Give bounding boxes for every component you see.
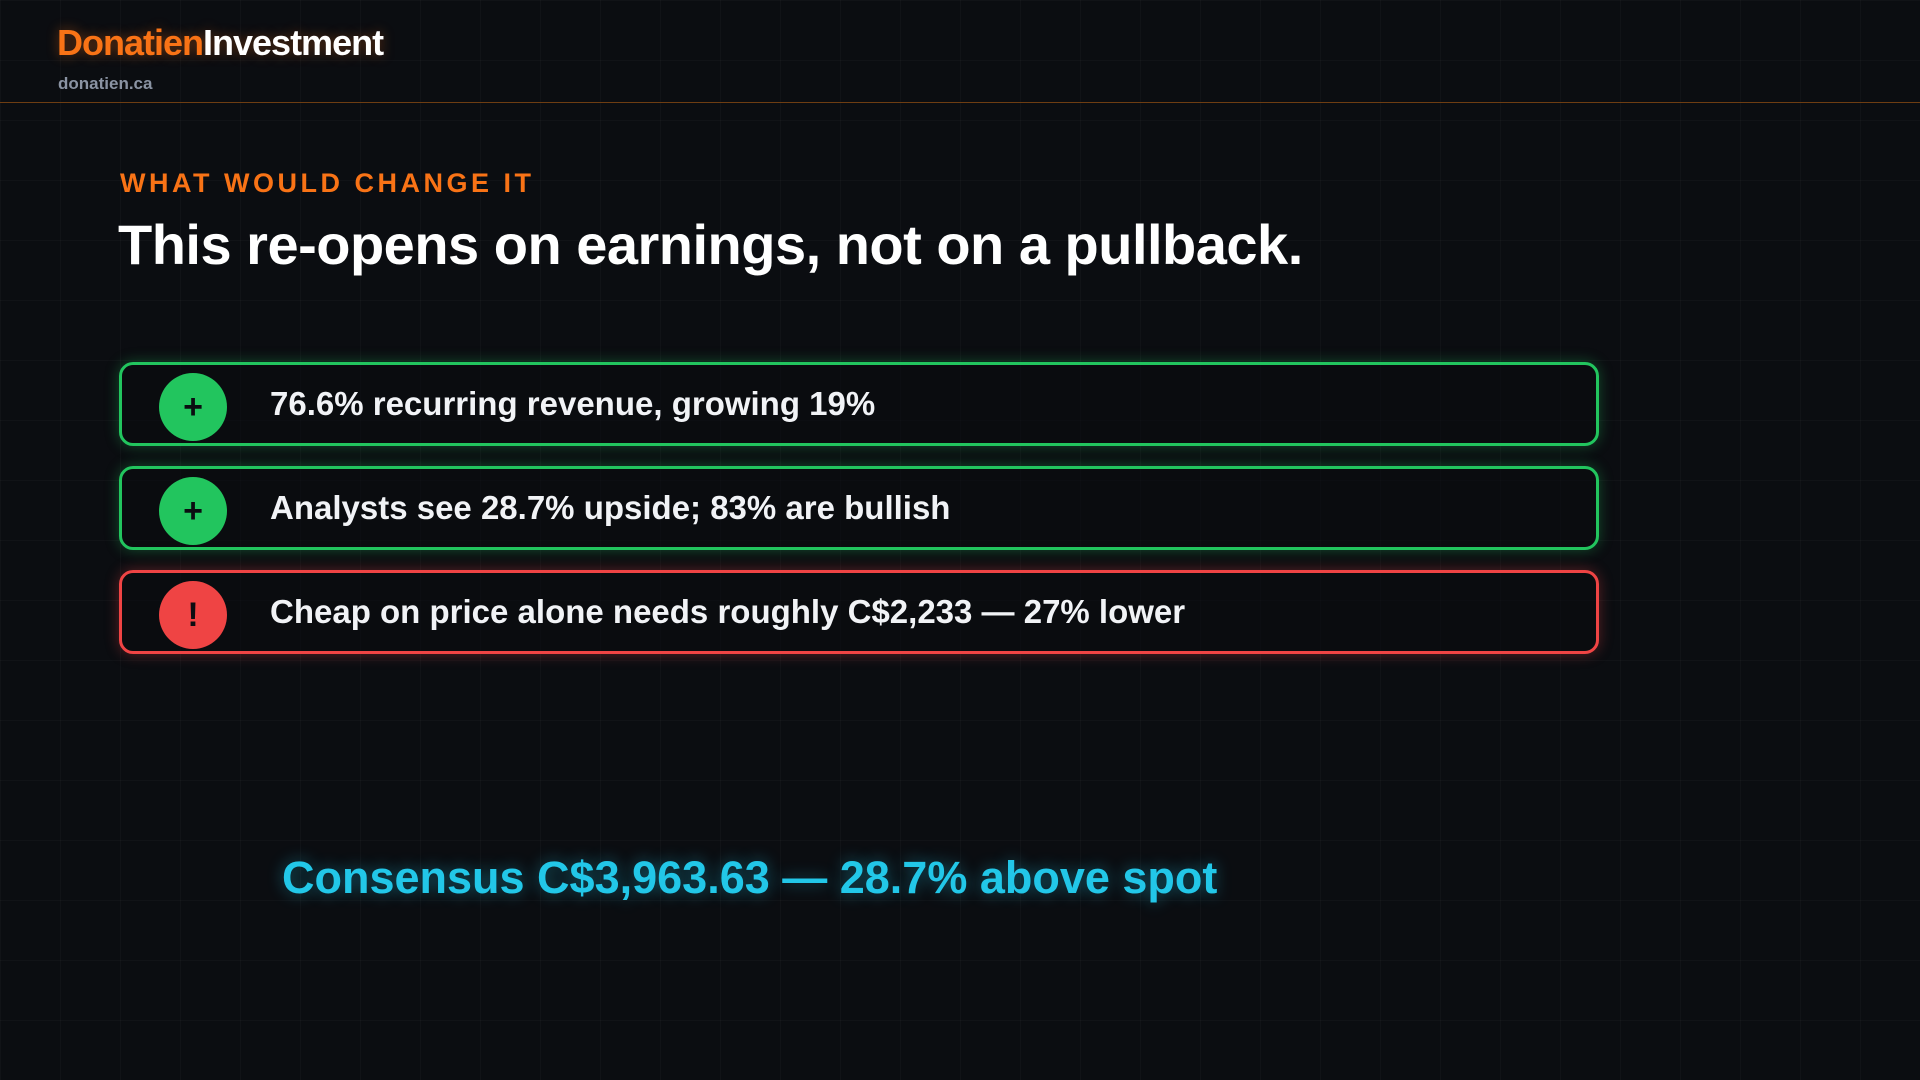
- factor-item-price-target: ! Cheap on price alone needs roughly C$2…: [119, 570, 1599, 654]
- factor-text: Analysts see 28.7% upside; 83% are bulli…: [270, 489, 951, 526]
- header: DonatienInvestment donatien.ca: [0, 0, 1920, 103]
- exclamation-icon: !: [159, 581, 227, 649]
- consensus-callout: Consensus C$3,963.63 — 28.7% above spot: [282, 852, 1218, 903]
- factor-text: 76.6% recurring revenue, growing 19%: [270, 385, 876, 422]
- section-eyebrow: WHAT WOULD CHANGE IT: [120, 168, 535, 198]
- factor-item-analyst-upside: + Analysts see 28.7% upside; 83% are bul…: [119, 466, 1599, 550]
- plus-icon: +: [159, 477, 227, 545]
- brand-domain: donatien.ca: [58, 74, 153, 93]
- brand-logo: DonatienInvestment: [57, 22, 384, 64]
- factor-item-recurring-revenue: + 76.6% recurring revenue, growing 19%: [119, 362, 1599, 446]
- plus-icon: +: [159, 373, 227, 441]
- brand-name-second: Investment: [203, 22, 384, 63]
- page-title: This re-opens on earnings, not on a pull…: [118, 213, 1303, 276]
- factor-text: Cheap on price alone needs roughly C$2,2…: [270, 593, 1186, 630]
- brand-name-first: Donatien: [57, 22, 204, 63]
- factor-list: + 76.6% recurring revenue, growing 19% +…: [119, 362, 1599, 674]
